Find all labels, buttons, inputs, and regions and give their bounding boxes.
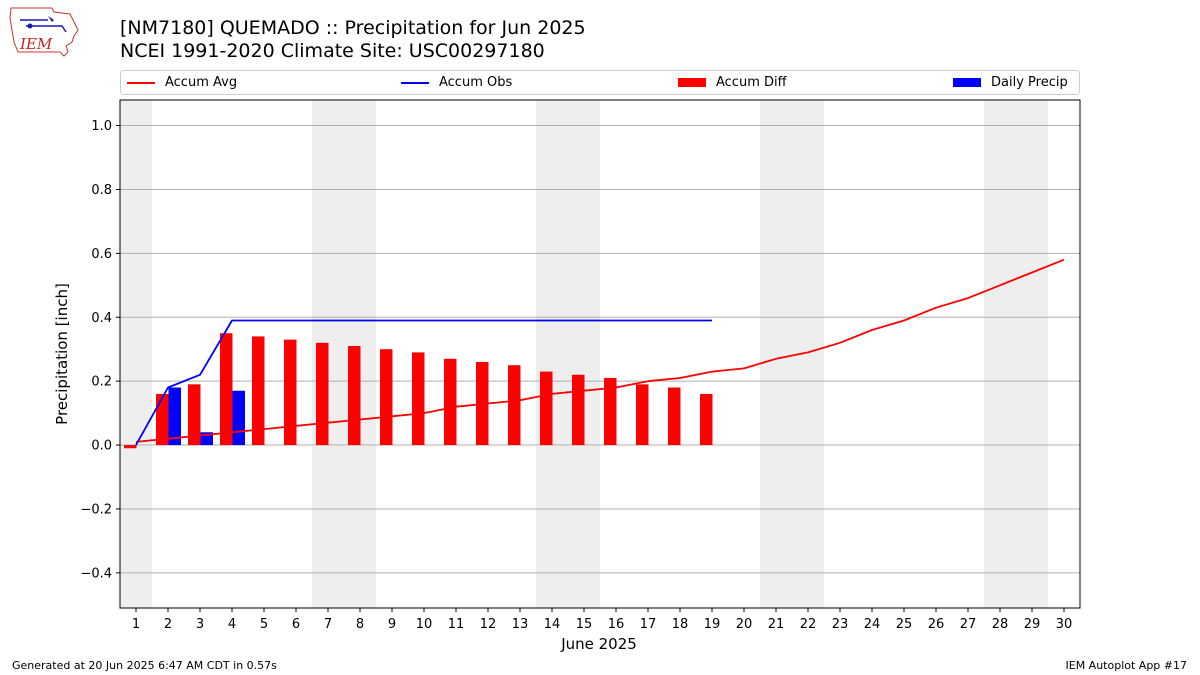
accum-diff-bar	[316, 342, 329, 446]
x-tick-label: 17	[640, 617, 657, 632]
x-tick-label: 2	[164, 617, 172, 632]
legend-item-accum-diff: Accum Diff	[678, 71, 787, 94]
chart-title: [NM7180] QUEMADO :: Precipitation for Ju…	[120, 17, 586, 39]
legend-item-accum-obs: Accum Obs	[401, 71, 512, 94]
legend: Accum Avg Accum Obs Accum Diff Daily Pre…	[120, 70, 1080, 95]
iem-logo: IEM	[9, 7, 79, 57]
accum-diff-bar	[540, 371, 553, 446]
x-tick-label: 21	[768, 617, 785, 632]
weekend-band	[120, 100, 152, 608]
y-axis: −0.4 −0.2 0.0 0.2 0.4 0.6 0.8 1.0	[80, 119, 120, 581]
x-tick-label: 27	[960, 617, 977, 632]
legend-label-accum-obs: Accum Obs	[439, 75, 513, 90]
x-tick-label: 22	[800, 617, 817, 632]
x-tick-label: 6	[292, 617, 300, 632]
weekend-band	[760, 100, 792, 608]
accum-diff-bar	[700, 393, 713, 446]
chart-subtitle: NCEI 1991-2020 Climate Site: USC00297180	[120, 40, 545, 62]
y-tick-label: −0.2	[80, 502, 112, 517]
weekend-band	[984, 100, 1016, 608]
legend-item-accum-avg: Accum Avg	[127, 71, 237, 94]
x-tick-label: 20	[736, 617, 753, 632]
x-tick-label: 7	[324, 617, 332, 632]
daily-precip-bar	[232, 390, 245, 446]
x-tick-label: 5	[260, 617, 268, 632]
x-tick-label: 28	[992, 617, 1009, 632]
x-tick-label: 4	[228, 617, 236, 632]
legend-label-accum-avg: Accum Avg	[165, 75, 238, 90]
accum-diff-bar	[124, 445, 137, 449]
y-tick-label: 0.6	[91, 247, 112, 262]
accum-diff-bar	[252, 336, 265, 446]
x-tick-label: 26	[928, 617, 945, 632]
x-tick-label: 30	[1056, 617, 1073, 632]
x-tick-label: 25	[896, 617, 913, 632]
legend-swatch-daily-precip	[953, 78, 981, 87]
accum-diff-bar	[636, 384, 649, 446]
y-tick-label: 0.0	[91, 439, 112, 454]
y-tick-label: −0.4	[80, 566, 112, 581]
accum-diff-bar	[444, 358, 457, 446]
series-lines	[135, 258, 1065, 446]
weekend-shading	[120, 100, 1048, 608]
accum-diff-bar	[508, 365, 521, 446]
y-tick-label: 0.2	[91, 375, 112, 390]
x-tick-label: 12	[480, 617, 497, 632]
legend-label-accum-diff: Accum Diff	[716, 75, 787, 90]
accum-diff-bar	[188, 384, 201, 446]
x-tick-label: 23	[832, 617, 849, 632]
accum-diff-bar	[220, 333, 233, 446]
logo-text: IEM	[19, 35, 53, 53]
legend-swatch-accum-obs	[401, 81, 429, 84]
x-tick-label: 19	[704, 617, 721, 632]
accum-obs-line	[135, 319, 712, 446]
bars	[124, 333, 713, 449]
legend-swatch-accum-avg	[127, 81, 155, 84]
x-tick-label: 9	[388, 617, 396, 632]
daily-precip-bar	[168, 387, 181, 446]
accum-diff-bar	[604, 377, 617, 446]
legend-swatch-accum-diff	[678, 78, 706, 87]
accum-diff-bar	[380, 349, 393, 446]
x-tick-label: 11	[448, 617, 465, 632]
y-tick-label: 0.4	[91, 311, 112, 326]
accum-diff-bar	[668, 387, 681, 446]
x-tick-label: 18	[672, 617, 689, 632]
y-axis-label: Precipitation [inch]	[53, 283, 71, 425]
weekend-band	[1016, 100, 1048, 608]
accum-diff-bar	[284, 339, 297, 446]
accum-diff-bar	[572, 374, 585, 446]
x-tick-label: 24	[864, 617, 881, 632]
weekend-band	[536, 100, 568, 608]
plot-frame	[119, 99, 1081, 609]
accum-diff-bar	[156, 393, 169, 446]
x-tick-label: 29	[1024, 617, 1041, 632]
generated-note: Generated at 20 Jun 2025 6:47 AM CDT in …	[12, 659, 277, 672]
weekend-band	[568, 100, 600, 608]
x-tick-label: 3	[196, 617, 204, 632]
y-tick-label: 1.0	[91, 119, 112, 134]
x-axis-label: June 2025	[560, 635, 637, 653]
x-tick-label: 13	[512, 617, 529, 632]
accum-diff-bar	[412, 352, 425, 446]
y-tick-label: 0.8	[91, 183, 112, 198]
x-tick-label: 8	[356, 617, 364, 632]
app-note: IEM Autoplot App #17	[1065, 659, 1188, 672]
gridlines	[120, 125, 1080, 574]
x-tick-label: 10	[416, 617, 433, 632]
accum-avg-line	[135, 258, 1065, 443]
x-axis: 1 2 3 4 5 6 7 8 9 10 11 12 13 14 15 16 17 18 19 20 21 22 23 24 2…	[132, 608, 1072, 632]
x-tick-label: 15	[576, 617, 593, 632]
legend-item-daily-precip: Daily Precip	[953, 71, 1068, 94]
legend-label-daily-precip: Daily Precip	[991, 75, 1068, 90]
x-tick-label: 14	[544, 617, 561, 632]
x-tick-label: 16	[608, 617, 625, 632]
x-tick-label: 1	[132, 617, 140, 632]
accum-diff-bar	[348, 346, 361, 446]
